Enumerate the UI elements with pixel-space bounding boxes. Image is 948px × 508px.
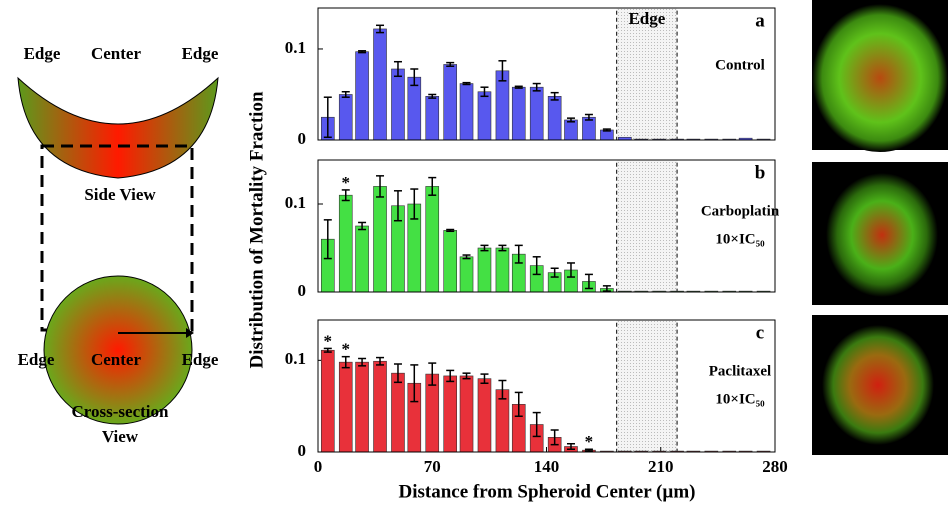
bar <box>320 349 335 453</box>
x-axis-label: Distance from Spheroid Center (µm) <box>399 481 696 502</box>
bar <box>373 28 387 141</box>
bar <box>425 96 440 141</box>
bar <box>477 247 492 293</box>
bar <box>459 83 474 141</box>
arrow-head <box>186 328 194 338</box>
asterisk: * <box>341 173 350 192</box>
bar <box>391 68 405 141</box>
panel-label: 10×IC₅₀ <box>715 231 765 247</box>
edge-region <box>616 7 678 141</box>
x-tick-label: 70 <box>424 457 441 476</box>
diagram-title: View <box>102 427 139 446</box>
bar <box>477 91 492 141</box>
y-tick-label: 0.1 <box>285 349 306 368</box>
x-tick-label: 0 <box>314 457 323 476</box>
bar <box>373 186 387 293</box>
panel-label: 10×IC₅₀ <box>715 391 765 407</box>
bar <box>495 247 510 293</box>
y-tick-label: 0.1 <box>285 38 306 57</box>
bar <box>459 375 474 453</box>
bar <box>373 360 387 453</box>
bar <box>564 119 578 141</box>
panel-label: Carboplatin <box>701 203 780 219</box>
bar <box>443 375 458 453</box>
bar <box>459 256 474 293</box>
asterisk: * <box>324 331 333 350</box>
diagram-label: Edge <box>24 44 61 63</box>
asterisk: * <box>341 340 350 359</box>
x-tick-label: 280 <box>762 457 788 476</box>
bar <box>511 86 526 141</box>
side-view-shape <box>17 76 219 179</box>
diagram-label: Center <box>91 44 141 63</box>
diagram-label: Edge <box>182 44 219 63</box>
micrographs <box>812 0 948 455</box>
bar <box>338 361 353 453</box>
bar <box>355 225 369 293</box>
bar <box>407 76 422 141</box>
bar <box>425 186 440 293</box>
y-axis-label: Distribution of Mortality Fraction <box>246 91 267 368</box>
bar <box>391 372 405 453</box>
x-tick-label: 140 <box>534 457 560 476</box>
diagram-label: Center <box>91 350 141 369</box>
bar <box>338 94 353 141</box>
diagram-title: Cross-section <box>72 402 169 421</box>
diagram-label: Edge <box>18 350 55 369</box>
panel-label: Control <box>715 57 765 73</box>
asterisk: * <box>585 432 594 451</box>
spheroid <box>812 4 948 152</box>
spheroid <box>822 325 934 445</box>
edge-region <box>616 159 678 293</box>
diagram-label: Edge <box>182 350 219 369</box>
plot-frame <box>317 7 776 141</box>
bar <box>547 96 562 141</box>
bar <box>529 86 544 141</box>
bar <box>338 194 353 293</box>
plot-frame <box>317 159 776 293</box>
bar <box>443 64 458 141</box>
bar <box>443 230 458 293</box>
edge-label: Edge <box>628 9 665 28</box>
spheroid <box>826 173 938 297</box>
panel-letter: c <box>756 322 764 343</box>
bar <box>477 378 492 453</box>
panel-label: Paclitaxel <box>709 363 771 379</box>
bar <box>355 361 369 453</box>
y-tick-label: 0.1 <box>285 193 306 212</box>
x-tick-label: 210 <box>648 457 674 476</box>
plot-frame <box>317 319 776 453</box>
y-tick-label: 0 <box>298 441 307 460</box>
cross-section-shape <box>43 275 193 425</box>
edge-region <box>616 319 678 453</box>
diagram <box>17 76 219 425</box>
y-tick-label: 0 <box>298 129 307 148</box>
diagram-title: Side View <box>84 185 156 204</box>
panel-letter: a <box>755 10 765 31</box>
y-tick-label: 0 <box>298 281 307 300</box>
panel-letter: b <box>755 162 766 183</box>
bar <box>355 51 369 141</box>
